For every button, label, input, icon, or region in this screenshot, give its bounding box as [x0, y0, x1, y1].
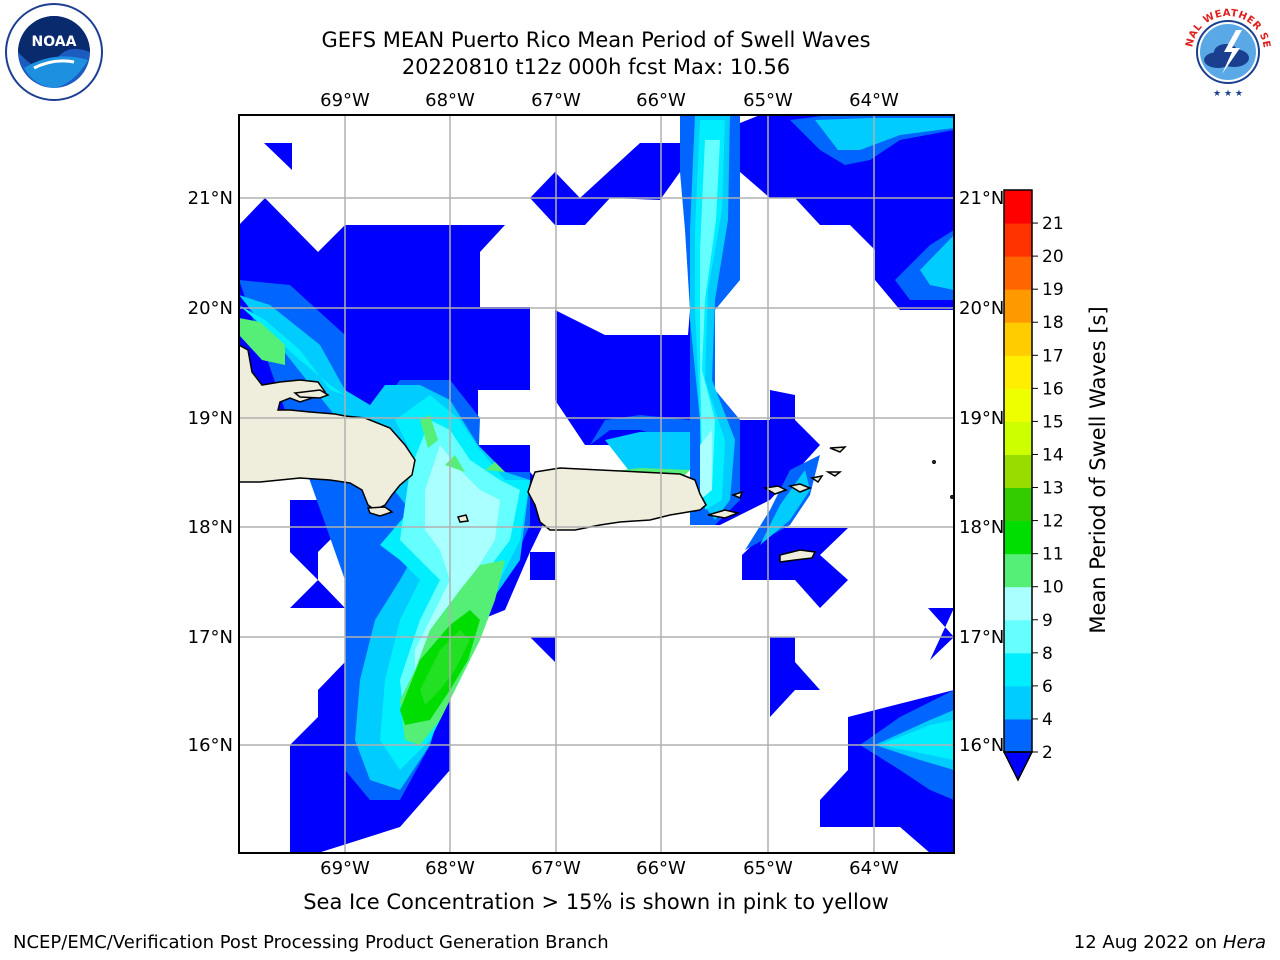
colorbar-segment [1004, 256, 1032, 290]
noaa-logo: NOAA [5, 3, 103, 101]
footer-machine: Hera [1222, 932, 1266, 953]
lon-label: 66°W [636, 90, 686, 111]
colorbar-tick-label: 13 [1042, 479, 1064, 499]
colorbar: 2 4 6 8 9 10 11 12 13 14 15 16 17 18 19 20 21 [1002, 189, 1064, 782]
colorbar-tick-label: 9 [1042, 611, 1053, 631]
colorbar-segment [1004, 718, 1032, 753]
lon-label: 64°W [849, 90, 899, 111]
footer-date-text: 12 Aug 2022 on [1073, 932, 1218, 953]
colorbar-under-arrow [1002, 751, 1034, 782]
lat-label: 19°N [959, 408, 1004, 429]
footer-date: 12 Aug 2022 on Hera [1074, 932, 1266, 953]
colorbar-segment [1004, 223, 1032, 257]
colorbar-tick-label: 10 [1042, 578, 1064, 598]
lon-label: 67°W [531, 90, 581, 111]
colorbar-segment [1004, 322, 1032, 356]
colorbar-tick-label: 14 [1042, 445, 1064, 465]
lon-label: 66°W [636, 858, 686, 879]
colorbar-tick-label: 19 [1042, 280, 1064, 300]
colorbar-segment [1004, 421, 1032, 455]
colorbar-tick-label: 2 [1042, 743, 1053, 763]
lon-label: 68°W [425, 90, 475, 111]
colorbar-segment [1004, 454, 1032, 489]
colorbar-tick-label: 8 [1042, 644, 1053, 664]
colorbar-tick-label: 21 [1042, 214, 1064, 234]
chart-title: GEFS MEAN Puerto Rico Mean Period of Swe… [321, 28, 871, 52]
lon-label: 68°W [425, 858, 475, 879]
lat-label: 18°N [188, 517, 233, 538]
lat-label: 17°N [188, 627, 233, 648]
colorbar-segment [1004, 190, 1032, 224]
map-frame [238, 114, 955, 854]
colorbar-segment [1004, 355, 1032, 389]
lat-label: 18°N [959, 517, 1004, 538]
map-area [239, 115, 954, 853]
colorbar-tick-label: 12 [1042, 512, 1064, 532]
colorbar-tick-label: 17 [1042, 346, 1064, 366]
lat-labels-left: 21°N 20°N 19°N 18°N 17°N 16°N [188, 188, 233, 756]
lon-label: 64°W [849, 858, 899, 879]
gridlines [239, 115, 954, 853]
colorbar-label: Mean Period of Swell Waves [s] [1086, 306, 1110, 633]
lon-labels-top: 69°W 68°W 67°W 66°W 65°W 64°W [320, 90, 899, 111]
lat-label: 16°N [188, 735, 233, 756]
lon-labels-bottom: 69°W 68°W 67°W 66°W 65°W 64°W [320, 858, 899, 879]
lon-label: 67°W [531, 858, 581, 879]
chart-subtitle: 20220810 t12z 000h fcst Max: 10.56 [401, 55, 791, 79]
svg-text:★ ★ ★: ★ ★ ★ [1213, 89, 1243, 99]
lat-label: 21°N [188, 188, 233, 209]
lat-label: 17°N [959, 627, 1004, 648]
colorbar-tick-label: 18 [1042, 313, 1064, 333]
colorbar-segment [1004, 553, 1032, 588]
colorbar-frame [1003, 189, 1033, 753]
lon-label: 69°W [320, 858, 370, 879]
colorbar-segment [1004, 685, 1032, 720]
colorbar-segment [1004, 520, 1032, 555]
lat-label: 20°N [959, 298, 1004, 319]
lon-label: 65°W [743, 90, 793, 111]
colorbar-tick-label: 15 [1042, 412, 1064, 432]
sea-ice-note: Sea Ice Concentration > 15% is shown in … [303, 890, 889, 914]
colorbar-tick-label: 16 [1042, 379, 1064, 399]
colorbar-tick-label: 20 [1042, 247, 1064, 267]
lon-label: 65°W [743, 858, 793, 879]
colorbar-segment [1004, 487, 1032, 522]
colorbar-segment [1004, 586, 1032, 621]
colorbar-segment [1004, 619, 1032, 654]
colorbar-segment [1004, 388, 1032, 422]
footer-credit: NCEP/EMC/Verification Post Processing Pr… [13, 932, 609, 953]
colorbar-tick-label: 11 [1042, 545, 1064, 565]
lat-label: 16°N [959, 735, 1004, 756]
colorbar-tick-label: 6 [1042, 677, 1053, 697]
lat-label: 19°N [188, 408, 233, 429]
noaa-logo-text: NOAA [32, 34, 77, 50]
nws-logo: NATIONAL WEATHER SERVICE ★ ★ ★ [1178, 2, 1275, 99]
colorbar-segment [1004, 652, 1032, 687]
colorbar-segment [1004, 289, 1032, 323]
lat-label: 21°N [959, 188, 1004, 209]
lat-labels-right: 21°N 20°N 19°N 18°N 17°N 16°N [959, 188, 1004, 756]
lat-label: 20°N [188, 298, 233, 319]
colorbar-tick-label: 4 [1042, 710, 1053, 730]
lon-label: 69°W [320, 90, 370, 111]
